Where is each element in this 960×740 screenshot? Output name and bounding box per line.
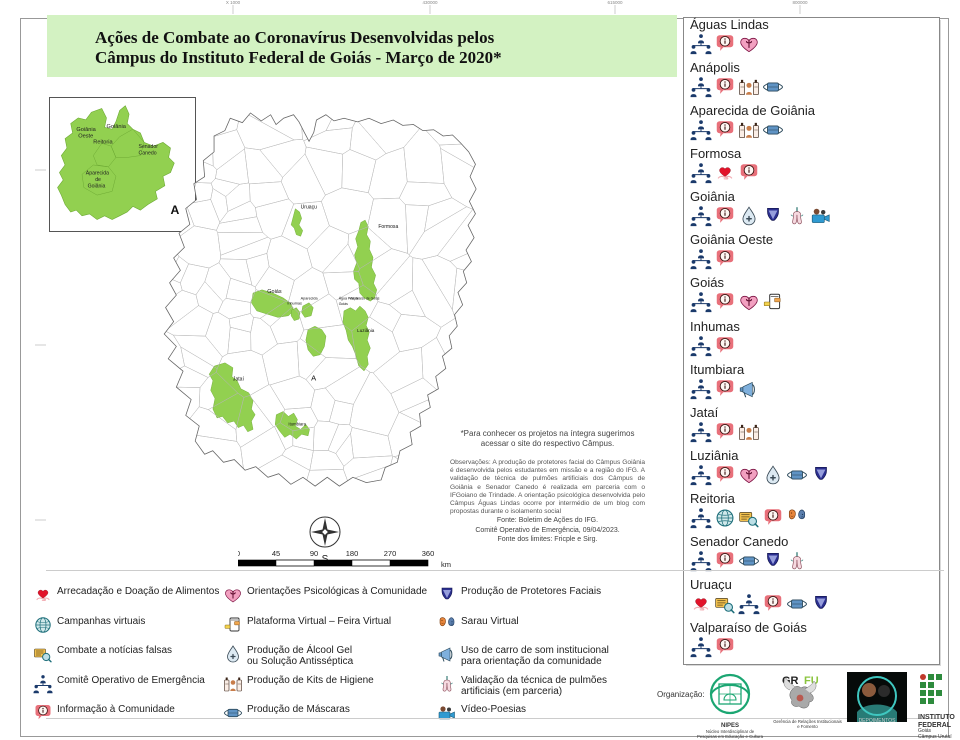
svg-text:45: 45	[272, 549, 280, 558]
svg-text:0: 0	[238, 549, 240, 558]
svg-text:270: 270	[384, 549, 397, 558]
svg-text:180: 180	[346, 549, 359, 558]
svg-text:360: 360	[422, 549, 435, 558]
svg-text:90: 90	[310, 549, 318, 558]
svg-text:km: km	[441, 560, 451, 569]
